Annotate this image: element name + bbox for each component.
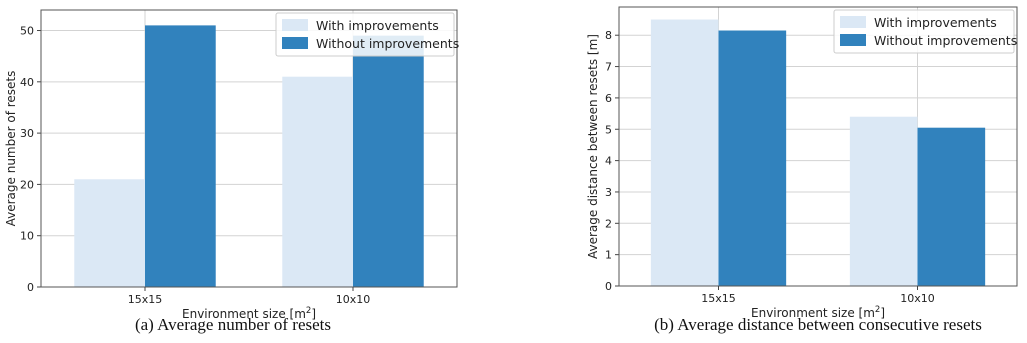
bar-with-15x15 [650, 19, 719, 286]
bar-with-15x15 [74, 179, 145, 287]
bar-without-10x10 [353, 35, 424, 287]
legend: With improvements Without improvements [275, 12, 459, 57]
bar-with-10x10 [282, 76, 353, 288]
x-tick-label: 10x10 [336, 293, 371, 306]
bar-without-15x15 [718, 30, 787, 287]
legend-label: Without improvements [316, 36, 459, 51]
y-tick-label: 4 [605, 155, 612, 168]
y-tick-label: 30 [20, 127, 34, 140]
y-tick-label: 20 [20, 178, 34, 191]
legend-label: With improvements [316, 18, 439, 33]
x-tick-label: 15x15 [701, 292, 736, 305]
y-tick-label: 7 [605, 61, 612, 74]
bar-without-10x10 [917, 127, 986, 286]
plot-frame [618, 6, 1018, 287]
chart-panel-1: 0 10 20 30 40 50 15x15 10x10 Environment size [m… [4, 9, 459, 334]
y-tick-label: 2 [605, 217, 612, 230]
y-axis-label: Average distance between resets [m] [586, 34, 600, 259]
caption: (a) Average number of resets [135, 315, 331, 334]
y-tick-label: 0 [605, 280, 612, 293]
legend-box [833, 9, 1015, 54]
y-axis-label: Average number of resets [4, 71, 18, 227]
legend-swatch [840, 16, 866, 28]
y-tick-label: 1 [605, 249, 612, 262]
legend-box [275, 12, 455, 57]
y-tick-label: 40 [20, 76, 34, 89]
legend-swatch [282, 37, 308, 49]
y-tick-label: 5 [605, 123, 612, 136]
legend-label: With improvements [874, 15, 997, 30]
chart-panel-2: 0 1 2 3 4 5 6 7 8 15x15 10x10 Environment size [m2]… [586, 6, 1018, 334]
bar-with-10x10 [849, 116, 918, 286]
legend: With improvements Without improvements [833, 9, 1017, 54]
x-axis-label: Environment size [m2] [751, 305, 885, 320]
legend-label: Without improvements [874, 33, 1017, 48]
legend-swatch [840, 34, 866, 46]
y-tick-label: 3 [605, 186, 612, 199]
y-tick-label: 0 [27, 281, 34, 294]
legend-swatch [282, 19, 308, 31]
x-tick-label: 15x15 [128, 293, 163, 306]
x-axis-label: Environment size [m2] [182, 306, 316, 321]
caption: (b) Average distance between consecutive… [654, 315, 982, 334]
y-tick-label: 6 [605, 92, 612, 105]
bar-without-15x15 [145, 25, 216, 288]
x-tick-label: 10x10 [900, 292, 935, 305]
y-tick-label: 8 [605, 29, 612, 42]
plot-frame [40, 9, 458, 288]
y-tick-label: 50 [20, 25, 34, 38]
y-tick-label: 10 [20, 230, 34, 243]
